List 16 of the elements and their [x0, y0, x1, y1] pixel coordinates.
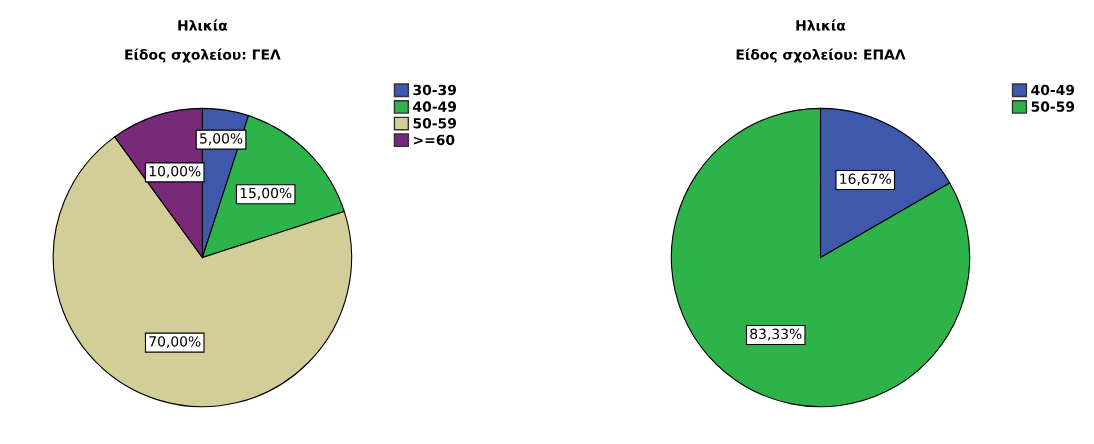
legend-label: 40-49: [413, 101, 457, 112]
legend-label: 30-39: [413, 84, 457, 96]
data-label: 5,00%: [200, 133, 243, 146]
chart-subtitle: Είδος σχολείου: ΕΠΑΛ: [736, 48, 906, 63]
legend-label: 50-59: [413, 118, 457, 129]
data-label: 15,00%: [240, 187, 292, 200]
chart-title: Ηλικία: [178, 19, 228, 31]
chart-subtitle: Είδος σχολείου: ΓΕΛ: [125, 48, 281, 63]
data-label: 70,00%: [149, 336, 201, 349]
legend-label: >=60: [413, 134, 455, 146]
data-label: 16,67%: [840, 173, 891, 186]
data-label: 10,00%: [149, 165, 201, 178]
data-label: 83,33%: [750, 328, 802, 341]
legend-label: 50-59: [1031, 101, 1075, 112]
chart-title: Ηλικία: [796, 19, 846, 31]
legend-label: 40-49: [1031, 84, 1075, 96]
